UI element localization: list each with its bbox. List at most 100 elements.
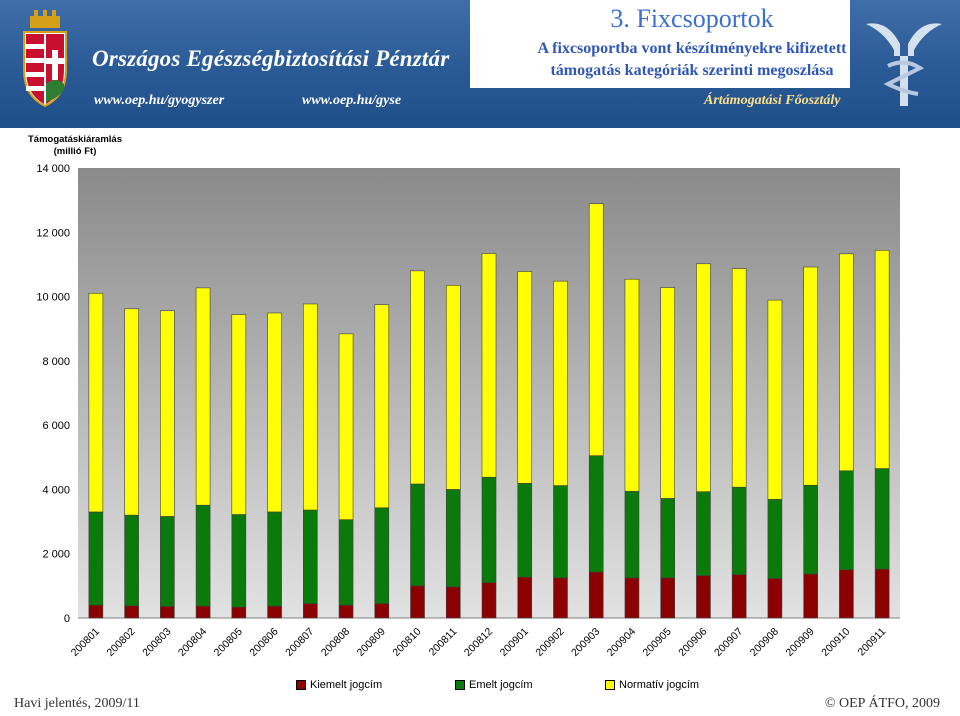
bar-segment-kiemelt (338, 604, 354, 619)
x-tick-label: 200908 (748, 626, 781, 659)
x-tick-label: 200803 (140, 626, 173, 659)
y-tick-label: 8 000 (42, 356, 70, 368)
y-tick-label: 12 000 (36, 227, 70, 239)
bar-segment-normativ (338, 333, 354, 520)
bar-segment-kiemelt (696, 575, 711, 619)
bar-segment-kiemelt (195, 605, 211, 619)
bar-segment-kiemelt (160, 606, 175, 619)
y-axis-title-line-2: (millió Ft) (53, 146, 97, 157)
x-tick-label: 200905 (641, 626, 674, 659)
bar-segment-kiemelt (874, 568, 890, 619)
bar-segment-kiemelt (731, 574, 747, 619)
org-name: Országos Egészségbiztosítási Pénztár (92, 46, 450, 71)
y-axis-title: Támogatáskiáramlás (millió Ft) (20, 134, 130, 158)
legend-label-emelt: Emelt jogcím (469, 679, 533, 691)
subtitle-line-2: támogatás kategóriák szerinti megoszlása (550, 62, 834, 79)
y-tick-label: 6 000 (42, 420, 70, 432)
bar-segment-emelt (481, 476, 497, 583)
x-tick-label: 200806 (247, 626, 280, 659)
url-gyse-link[interactable]: www.oep.hu/gyse (302, 93, 402, 108)
bar-segment-kiemelt (88, 604, 104, 619)
url-gyogyszer-link[interactable]: www.oep.hu/gyogyszer (94, 93, 225, 108)
bar-segment-emelt (767, 499, 783, 579)
caduceus-logo-icon (866, 23, 942, 106)
bar-segment-normativ (88, 293, 104, 513)
bar-segment-emelt (624, 491, 640, 579)
bar-segment-emelt (660, 498, 675, 579)
bar-segment-emelt (338, 519, 354, 606)
y-tick-label: 10 000 (36, 292, 70, 304)
bar-segment-kiemelt (624, 577, 640, 619)
x-tick-label: 200902 (533, 626, 566, 659)
bar-segment-kiemelt (767, 578, 783, 619)
bar-segment-emelt (445, 489, 461, 588)
footer-report-label: Havi jelentés, 2009/11 (14, 696, 140, 711)
bar-segment-normativ (839, 253, 854, 472)
legend-swatch-emelt (455, 680, 465, 691)
bar-segment-emelt (374, 507, 390, 604)
subtitle-line-1: A fixcsoportba vont készítményekre kifiz… (537, 40, 847, 57)
bar-segment-normativ (410, 270, 425, 485)
x-tick-label: 200807 (283, 626, 316, 659)
bar-segment-emelt (803, 484, 818, 575)
bar-segment-kiemelt (124, 605, 139, 619)
bar-segment-kiemelt (839, 569, 854, 619)
stacked-bar-chart: 0 2 000 4 000 6 000 8 000 10 000 12 000 14 000 2… (36, 163, 900, 659)
bar-segment-normativ (231, 314, 247, 515)
y-axis-title-line-1: Támogatáskiáramlás (28, 134, 122, 145)
footer-copyright: © OEP ÁTFO, 2009 (824, 696, 940, 711)
y-tick-label: 2 000 (42, 549, 70, 561)
bar-segment-normativ (588, 203, 604, 456)
bar-segment-normativ (767, 299, 783, 500)
x-tick-label: 200906 (676, 626, 709, 659)
bar-segment-normativ (160, 310, 175, 517)
bar-segment-kiemelt (481, 582, 497, 619)
y-tick-label: 0 (64, 613, 70, 625)
bar-segment-normativ (445, 285, 461, 490)
bar-segment-normativ (195, 287, 211, 506)
legend-item-emelt: Emelt jogcím (455, 679, 533, 691)
bar-segment-kiemelt (374, 603, 390, 619)
legend-item-normativ: Normatív jogcím (605, 679, 699, 691)
bar-segment-kiemelt (803, 573, 818, 619)
bar-segment-normativ (124, 308, 139, 516)
bar-segment-emelt (303, 509, 318, 604)
bar-segment-normativ (660, 287, 675, 499)
bar-segment-normativ (696, 263, 711, 492)
bar-segment-emelt (517, 483, 533, 578)
bar-segment-kiemelt (553, 577, 568, 619)
bar-segment-normativ (374, 304, 390, 509)
bar-segment-normativ (481, 253, 497, 478)
y-tick-label: 14 000 (36, 163, 70, 175)
y-tick-label: 4 000 (42, 484, 70, 496)
bar-segment-kiemelt (445, 586, 461, 619)
x-tick-label: 200805 (212, 626, 245, 659)
legend-swatch-kiemelt (296, 680, 306, 691)
bar-segment-normativ (624, 278, 640, 492)
bar-segment-kiemelt (303, 603, 318, 619)
slide-title: 3. Fixcsoportok (610, 4, 774, 33)
x-tick-label: 200904 (605, 626, 638, 659)
x-tick-label: 200810 (390, 626, 423, 659)
legend-label-normativ: Normatív jogcím (619, 679, 700, 691)
x-tick-label: 200907 (712, 626, 745, 659)
bar-segment-emelt (88, 511, 104, 606)
x-tick-label: 200901 (498, 626, 531, 659)
legend-swatch-normativ (605, 680, 615, 691)
bar-segment-emelt (874, 468, 890, 570)
legend-label-kiemelt: Kiemelt jogcím (310, 679, 383, 691)
bar-segment-emelt (195, 504, 211, 607)
bar-segment-emelt (410, 483, 425, 587)
x-tick-label: 200909 (784, 626, 817, 659)
bar-segment-normativ (803, 266, 818, 486)
bar-segment-emelt (124, 514, 139, 607)
bar-segment-emelt (160, 516, 175, 607)
x-tick-label: 200811 (427, 626, 460, 659)
coat-of-arms-icon (23, 10, 67, 108)
x-tick-label: 200804 (176, 626, 209, 659)
x-tick-label: 200802 (104, 626, 137, 659)
bar-segment-kiemelt (231, 606, 247, 619)
bar-segment-normativ (303, 303, 318, 511)
bar-segment-emelt (267, 511, 282, 607)
bar-segment-normativ (267, 312, 282, 513)
